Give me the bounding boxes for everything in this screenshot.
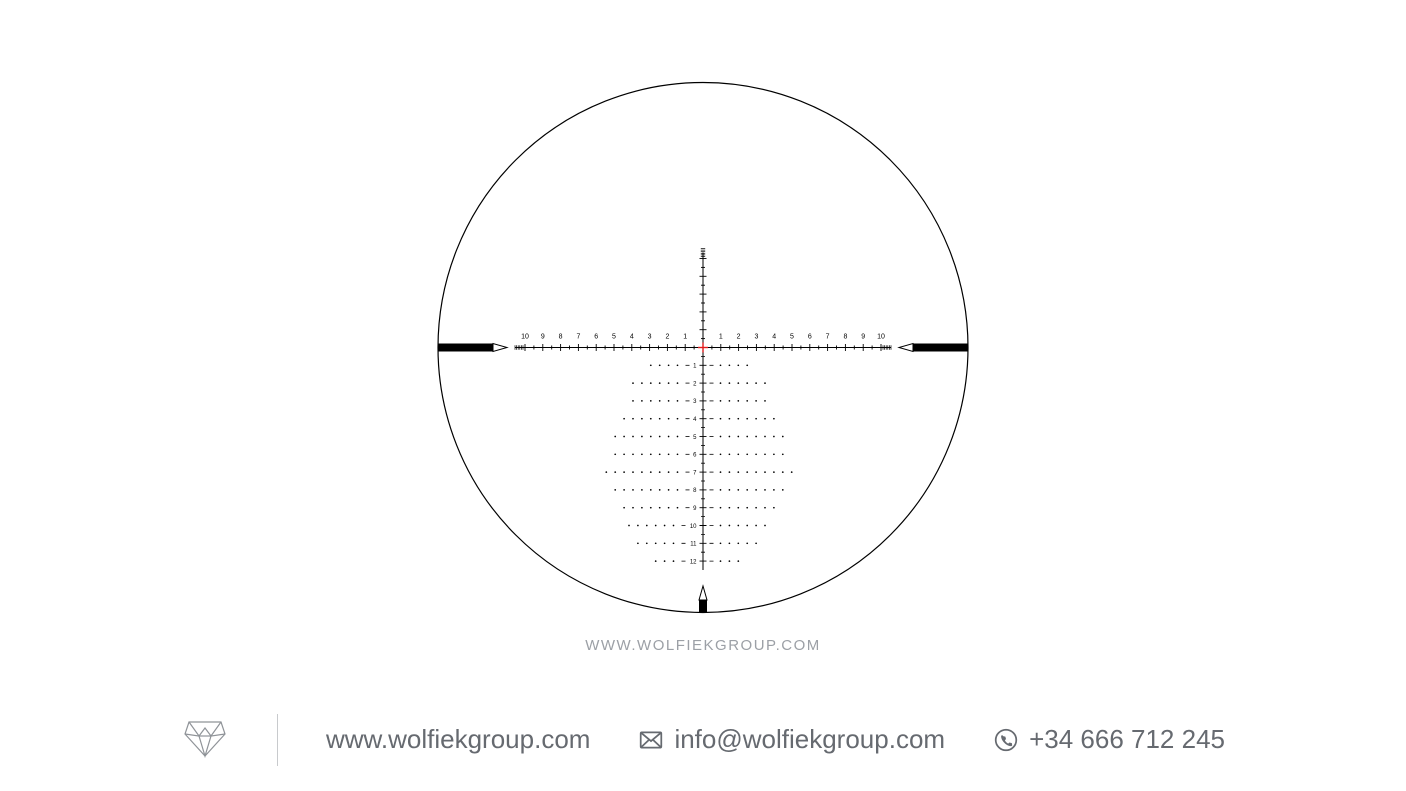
svg-text:3: 3 bbox=[648, 334, 652, 341]
svg-text:2: 2 bbox=[693, 381, 697, 387]
svg-text:6: 6 bbox=[808, 334, 812, 341]
watermark-text: WWW.WOLFIEKGROUP.COM bbox=[585, 637, 821, 654]
svg-text:8: 8 bbox=[693, 488, 697, 494]
svg-text:3: 3 bbox=[754, 334, 758, 341]
svg-text:1: 1 bbox=[693, 364, 697, 370]
reticle-diagram: 1098765432112345678910123456789101112 bbox=[423, 68, 983, 633]
svg-text:2: 2 bbox=[737, 334, 741, 341]
svg-text:5: 5 bbox=[612, 334, 616, 341]
svg-text:1: 1 bbox=[683, 334, 687, 341]
svg-text:10: 10 bbox=[521, 334, 529, 341]
mail-icon bbox=[638, 727, 664, 753]
svg-text:12: 12 bbox=[690, 559, 697, 565]
footer-email[interactable]: info@wolfiekgroup.com bbox=[638, 724, 945, 755]
svg-text:10: 10 bbox=[690, 524, 697, 530]
footer: www.wolfiekgroup.com info@wolfiekgroup.c… bbox=[0, 712, 1406, 767]
svg-text:5: 5 bbox=[790, 334, 794, 341]
svg-text:7: 7 bbox=[826, 334, 830, 341]
footer-phone[interactable]: +34 666 712 245 bbox=[993, 724, 1225, 755]
svg-text:4: 4 bbox=[630, 334, 634, 341]
svg-text:6: 6 bbox=[594, 334, 598, 341]
svg-text:9: 9 bbox=[541, 334, 545, 341]
svg-text:11: 11 bbox=[690, 542, 697, 548]
footer-divider bbox=[277, 714, 278, 766]
svg-text:7: 7 bbox=[576, 334, 580, 341]
email-text: info@wolfiekgroup.com bbox=[674, 724, 945, 755]
wolf-logo-icon bbox=[181, 712, 229, 767]
whatsapp-icon bbox=[993, 727, 1019, 753]
phone-text: +34 666 712 245 bbox=[1029, 724, 1225, 755]
svg-text:4: 4 bbox=[772, 334, 776, 341]
website-text: www.wolfiekgroup.com bbox=[326, 724, 590, 755]
svg-text:7: 7 bbox=[693, 470, 697, 476]
svg-text:1: 1 bbox=[719, 334, 723, 341]
svg-text:9: 9 bbox=[861, 334, 865, 341]
svg-text:9: 9 bbox=[693, 506, 697, 512]
svg-text:3: 3 bbox=[693, 399, 697, 405]
svg-text:8: 8 bbox=[559, 334, 563, 341]
svg-text:5: 5 bbox=[693, 435, 697, 441]
footer-website[interactable]: www.wolfiekgroup.com bbox=[326, 724, 590, 755]
svg-text:2: 2 bbox=[665, 334, 669, 341]
svg-text:8: 8 bbox=[843, 334, 847, 341]
svg-text:10: 10 bbox=[877, 334, 885, 341]
svg-text:6: 6 bbox=[693, 453, 697, 459]
svg-text:4: 4 bbox=[693, 417, 697, 423]
